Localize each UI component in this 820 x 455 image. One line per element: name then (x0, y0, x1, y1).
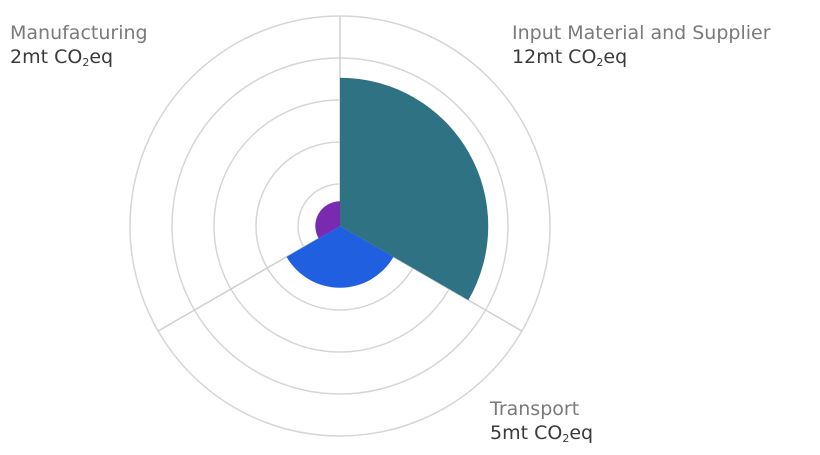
segment-value: 2mt CO2eq (10, 45, 114, 69)
segment-label-input-material: Input Material and Supplier 12mt CO2eq (512, 22, 771, 70)
segment-wedge-manufacturing (315, 201, 340, 239)
segment-value: 12mt CO2eq (512, 45, 628, 69)
segment-name: Transport (490, 398, 580, 420)
chart-segments (286, 77, 489, 301)
segment-wedge-transport (286, 226, 394, 288)
segment-name: Input Material and Supplier (512, 22, 771, 44)
segment-wedge-input-material-and-supplier (340, 77, 489, 301)
segment-label-transport: Transport 5mt CO2eq (490, 398, 593, 446)
segment-name: Manufacturing (10, 22, 148, 44)
segment-label-manufacturing: Manufacturing 2mt CO2eq (10, 22, 148, 70)
segment-value: 5mt CO2eq (490, 421, 594, 445)
